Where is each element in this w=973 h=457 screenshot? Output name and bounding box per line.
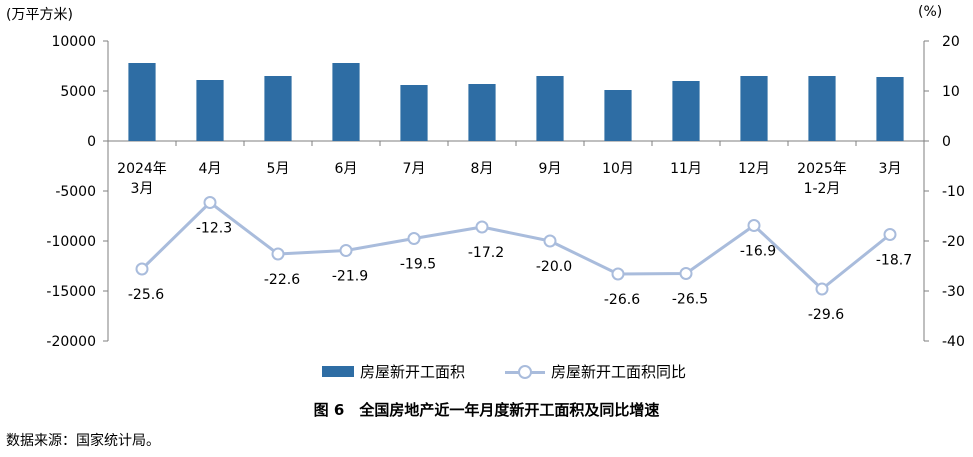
legend-item-bar: 房屋新开工面积 bbox=[322, 361, 465, 382]
right-axis-tick-label: -10 bbox=[942, 184, 965, 200]
category-label: 3月 bbox=[131, 181, 154, 197]
right-axis-tick-label: 0 bbox=[942, 134, 951, 150]
bar bbox=[468, 84, 496, 141]
bar bbox=[876, 77, 904, 141]
line-marker bbox=[611, 267, 625, 281]
line-data-label: -26.6 bbox=[604, 292, 640, 308]
right-axis-tick-label: 10 bbox=[942, 84, 960, 100]
legend-bar-swatch bbox=[322, 366, 354, 377]
line-marker bbox=[747, 219, 761, 232]
line-data-label: -16.9 bbox=[740, 244, 776, 260]
bar bbox=[196, 80, 224, 141]
right-axis-unit: (%) bbox=[918, 4, 943, 20]
left-axis-tick-label: 0 bbox=[87, 134, 96, 150]
right-axis-tick-label: 20 bbox=[942, 34, 960, 50]
category-label: 3月 bbox=[879, 161, 902, 177]
right-axis-tick-label: -30 bbox=[942, 284, 965, 300]
left-axis-tick-label: -5000 bbox=[55, 184, 96, 200]
category-label: 7月 bbox=[403, 161, 426, 177]
chart-plot: 10000 5000 0 -5000 -10000 -15000 -20000 20 10 0 -1… bbox=[46, 34, 965, 350]
line-marker bbox=[475, 220, 489, 234]
category-label: 9月 bbox=[539, 161, 562, 177]
category-label: 2025年 bbox=[797, 161, 847, 177]
left-axis-tick-label: 5000 bbox=[60, 84, 96, 100]
category-label: 1-2月 bbox=[804, 181, 841, 197]
line-data-label: -18.7 bbox=[876, 253, 912, 269]
right-axis-tick-label: -40 bbox=[942, 334, 965, 350]
legend-bar-label: 房屋新开工面积 bbox=[360, 363, 466, 381]
legend-item-line: 房屋新开工面积同比 bbox=[505, 361, 686, 382]
left-axis-unit: (万平方米) bbox=[6, 7, 73, 23]
source-note: 数据来源：国家统计局。 bbox=[6, 433, 160, 449]
category-label: 5月 bbox=[267, 161, 290, 177]
line-marker bbox=[407, 232, 421, 245]
bar bbox=[740, 76, 768, 141]
legend-line-label: 房屋新开工面积同比 bbox=[551, 363, 687, 381]
left-axis-tick-label: -15000 bbox=[46, 284, 96, 300]
category-label: 4月 bbox=[199, 161, 222, 177]
bar bbox=[672, 81, 700, 141]
line-marker bbox=[543, 234, 557, 248]
left-axis-tick-label: 10000 bbox=[51, 34, 96, 50]
line-data-label: -17.2 bbox=[468, 245, 504, 261]
left-axis-tick-label: -10000 bbox=[46, 234, 96, 250]
line-marker bbox=[815, 282, 829, 296]
line-marker bbox=[883, 228, 897, 241]
left-axis-tick-label: -20000 bbox=[46, 334, 96, 350]
bar bbox=[604, 90, 632, 141]
legend: 房屋新开工面积 房屋新开工面积同比 bbox=[0, 359, 973, 383]
line-marker bbox=[135, 262, 149, 276]
line-marker bbox=[271, 247, 285, 261]
line-marker bbox=[679, 267, 693, 280]
line-data-label: -25.6 bbox=[128, 287, 164, 303]
line-marker bbox=[203, 196, 217, 209]
category-label: 11月 bbox=[670, 161, 702, 177]
line-data-label: -20.0 bbox=[536, 259, 572, 275]
category-label: 10月 bbox=[602, 161, 634, 177]
bar bbox=[400, 85, 428, 141]
bar bbox=[332, 63, 360, 141]
line-data-label: -22.6 bbox=[264, 272, 300, 288]
legend-line-swatch bbox=[505, 364, 545, 379]
bar bbox=[808, 76, 836, 141]
category-label: 2024年 bbox=[117, 161, 167, 177]
line-data-label: -26.5 bbox=[672, 292, 708, 308]
bar bbox=[536, 76, 564, 141]
category-label: 6月 bbox=[335, 161, 358, 177]
series-line bbox=[140, 201, 891, 291]
category-label: 8月 bbox=[471, 161, 494, 177]
line-marker bbox=[339, 244, 353, 257]
bar bbox=[128, 63, 156, 141]
category-label: 12月 bbox=[738, 161, 770, 177]
right-axis-tick-label: -20 bbox=[942, 234, 965, 250]
figure-caption: 图 6 全国房地产近一年月度新开工面积及同比增速 bbox=[313, 401, 660, 419]
line-data-label: -12.3 bbox=[196, 221, 232, 237]
bar bbox=[264, 76, 292, 141]
line-data-label: -21.9 bbox=[332, 269, 368, 285]
line-data-label: -29.6 bbox=[808, 307, 844, 323]
line-data-label: -19.5 bbox=[400, 257, 436, 273]
